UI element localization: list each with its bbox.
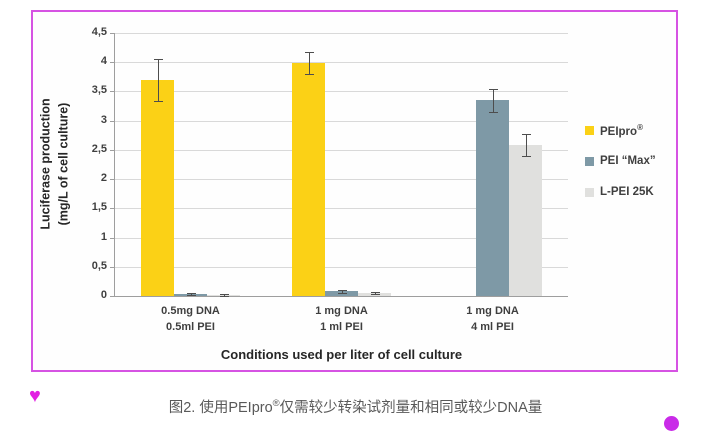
y-axis-title-line1: Luciferase production	[38, 98, 53, 230]
legend-item: PEI “Max”	[585, 152, 656, 170]
y-tick-mark	[110, 296, 114, 297]
legend-item: PEIpro®	[585, 121, 656, 139]
x-tick-label-line: 0.5mg DNA	[161, 305, 220, 317]
y-tick-mark	[110, 266, 114, 268]
y-tick-label: 4,5	[91, 26, 107, 38]
error-bar-cap	[370, 291, 380, 293]
error-bar	[525, 134, 527, 157]
y-tick-mark	[110, 179, 114, 181]
gridline	[115, 208, 568, 210]
error-bar-cap	[304, 52, 314, 54]
x-tick-label: 1 mg DNA 1 ml PEI	[267, 304, 417, 336]
legend-swatch	[585, 125, 594, 135]
y-tick-mark	[110, 120, 114, 122]
error-bar-cap	[153, 58, 163, 60]
error-bar-cap	[153, 100, 163, 102]
y-tick-label: 0	[100, 289, 107, 301]
error-bar-cap	[370, 294, 380, 296]
y-tick-mark	[110, 91, 114, 93]
gridline	[115, 62, 568, 64]
x-tick-label-line: 0.5ml PEI	[166, 320, 215, 333]
error-bar	[223, 293, 225, 296]
bar-pei-max-	[476, 100, 509, 296]
gridline	[115, 91, 568, 93]
error-bar-cap	[219, 296, 229, 297]
bar-peipro-	[292, 63, 325, 296]
y-tick-mark	[110, 208, 114, 210]
legend-label: PEI “Max”	[600, 155, 656, 167]
error-bar-cap	[304, 74, 314, 76]
y-tick-mark	[110, 237, 114, 239]
y-tick-label: 0,5	[91, 259, 107, 272]
gridline	[115, 179, 568, 181]
error-bar-cap	[186, 293, 196, 295]
x-tick-label-line: 1 mg DNA	[315, 305, 368, 317]
gridline	[115, 120, 568, 122]
x-tick-label-line: 4 ml PEI	[471, 320, 514, 333]
figure-caption: 图2. 使用PEIpro®仅需较少转染试剂量和相同或较少DNA量	[0, 396, 711, 417]
gridline	[115, 237, 568, 239]
error-bar-cap	[337, 293, 347, 295]
x-tick-label-line: 1 mg DNA	[466, 305, 519, 317]
figure-box: Luciferase production (mg/L of cell cult…	[31, 10, 678, 372]
dot-decoration	[664, 416, 679, 431]
caption-prefix: 图2. 使用PEIpro	[168, 400, 273, 416]
error-bar-cap	[521, 134, 531, 136]
error-bar	[492, 88, 494, 112]
legend-swatch	[585, 187, 594, 197]
legend: PEIpro® PEI “Max” L-PEI 25K	[585, 121, 656, 201]
legend-label: L-PEI 25K	[600, 186, 654, 198]
y-tick-label: 4	[100, 55, 107, 68]
y-tick-label: 2,5	[91, 142, 107, 155]
bar-peipro-	[141, 79, 174, 296]
registered-trademark-symbol: ®	[272, 398, 280, 410]
error-bar-cap	[488, 88, 498, 90]
y-axis-line	[114, 33, 115, 297]
error-bar	[308, 52, 310, 75]
y-tick-label: 1,5	[91, 201, 107, 214]
y-tick-label: 3,5	[91, 84, 107, 97]
heart-icon: ♥	[29, 385, 41, 407]
error-bar	[190, 293, 192, 296]
error-bar	[374, 291, 376, 295]
y-tick-label: 3	[100, 113, 107, 126]
y-tick-mark	[110, 33, 114, 34]
caption-suffix: 仅需较少转染试剂量和相同或较少DNA量	[279, 400, 543, 416]
legend-label: PEIpro®	[600, 122, 643, 138]
y-tick-label: 1	[100, 230, 107, 243]
gridline	[115, 149, 568, 151]
y-axis-title-line2: (mg/L of cell culture)	[56, 102, 70, 226]
gridline	[115, 266, 568, 268]
legend-swatch	[585, 156, 594, 166]
error-bar-cap	[488, 111, 498, 113]
plot-area	[110, 33, 568, 297]
error-bar-cap	[186, 295, 196, 297]
x-axis-line	[115, 296, 568, 297]
legend-item: L-PEI 25K	[585, 183, 656, 201]
y-axis-title: Luciferase production (mg/L of cell cult…	[38, 33, 82, 296]
error-bar	[157, 58, 159, 101]
bar-l-pei-25k	[509, 145, 542, 296]
error-bar-cap	[337, 289, 347, 291]
y-tick-mark	[110, 62, 114, 64]
x-tick-label: 1 mg DNA 4 ml PEI	[418, 304, 568, 336]
error-bar-cap	[219, 293, 229, 295]
error-bar-cap	[521, 156, 531, 158]
y-tick-label: 2	[100, 172, 107, 185]
x-tick-label-line: 1 ml PEI	[320, 320, 363, 333]
y-tick-mark	[110, 149, 114, 151]
x-tick-label: 0.5mg DNA 0.5ml PEI	[116, 304, 266, 336]
x-axis-title: Conditions used per liter of cell cultur…	[220, 347, 463, 362]
error-bar	[341, 289, 343, 294]
gridline	[115, 33, 568, 34]
